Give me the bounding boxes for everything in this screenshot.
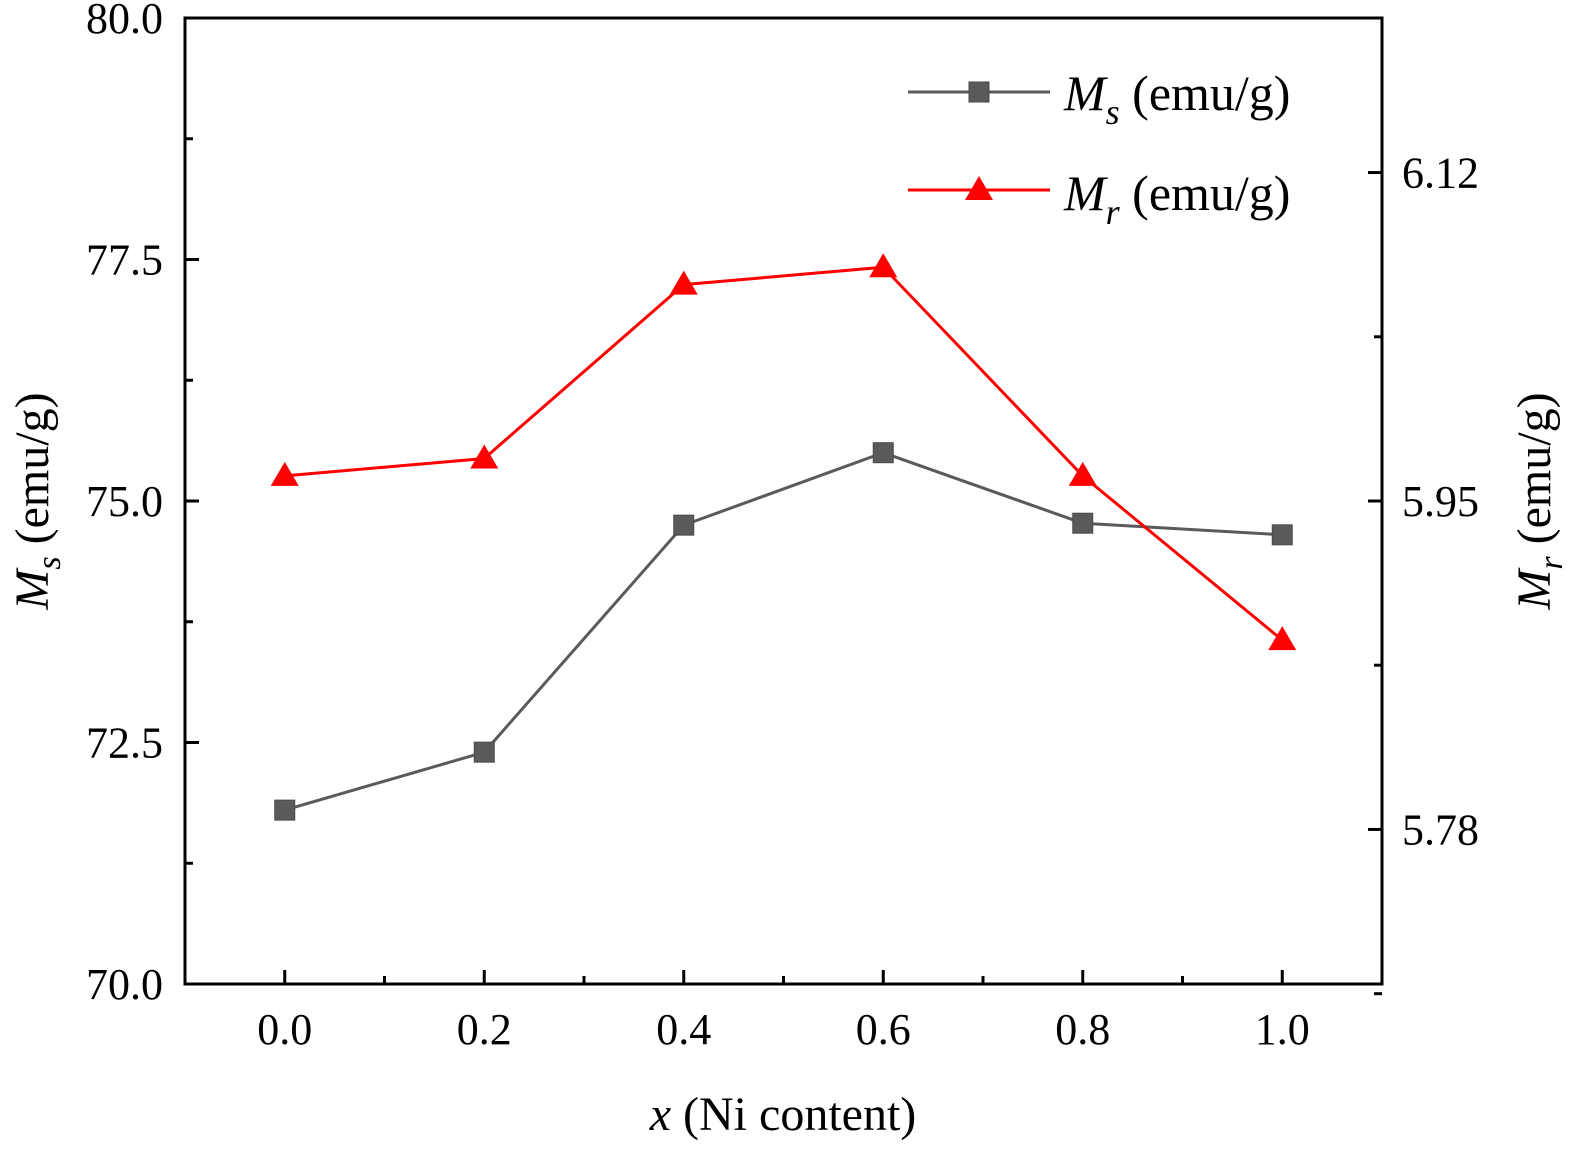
x-axis-title: x (Ni content) [649,1088,917,1141]
x-tick-label: 0.6 [856,1005,911,1054]
legend-ms-marker [968,81,990,103]
ms-data-point [1072,512,1094,534]
y-right-tick-label: 5.95 [1402,477,1479,526]
legend-item-ms: Ms (emu/g) [908,65,1290,132]
y-left-tick-label: 72.5 [86,719,163,768]
y-right-tick-label: 5.78 [1402,805,1479,854]
y-right-axis-ticks: 5.78 5.95 6.12 [1368,149,1479,996]
legend-mr-marker [965,176,993,200]
x-tick-label: 0.4 [656,1005,711,1054]
mr-data-point [270,461,299,486]
y-right-axis-title: Mr (emu/g) [1508,392,1570,610]
x-axis-ticks: 0.0 0.2 0.4 0.6 0.8 1.0 [257,970,1310,1054]
y-left-tick-label: 70.0 [86,960,163,1009]
x-tick-label: 0.2 [457,1005,512,1054]
legend-mr-label: Mr (emu/g) [1063,165,1290,232]
ms-data-point [274,799,296,821]
series-line-mr [284,265,1284,642]
ms-data-point [1271,524,1293,546]
y-left-axis-title: Ms (emu/g) [6,392,68,610]
ms-data-point [673,514,695,536]
ms-data-point [872,442,894,464]
mr-data-point [1068,461,1097,486]
y-left-tick-label: 80.0 [86,0,163,43]
legend-item-mr: Mr (emu/g) [908,165,1290,232]
plot-frame [183,16,1384,986]
x-tick-label: 0.0 [257,1005,312,1054]
y-left-tick-label: 75.0 [86,477,163,526]
legend: Ms (emu/g) Mr (emu/g) [908,65,1290,232]
ms-data-point [473,741,495,763]
series-line-ms [284,451,1283,812]
legend-ms-label: Ms (emu/g) [1063,65,1290,132]
y-left-tick-label: 77.5 [86,236,163,285]
mr-data-point [669,270,698,295]
series-layer [270,253,1297,821]
mr-data-point [1268,626,1297,651]
mr-data-point [869,253,898,278]
mr-data-point [470,444,499,469]
x-tick-label: 1.0 [1255,1005,1310,1054]
x-tick-label: 0.8 [1055,1005,1110,1054]
y-right-tick-label: 6.12 [1402,149,1479,198]
y-left-axis-ticks: 70.0 72.5 75.0 77.5 80.0 [86,0,199,1009]
